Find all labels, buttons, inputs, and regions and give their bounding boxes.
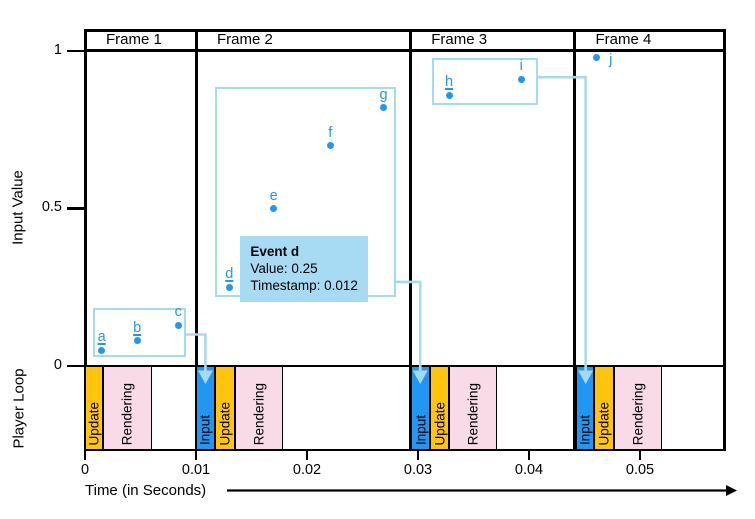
y-tick [67,364,84,368]
x-tick [416,451,420,460]
x-tick-label: 0.04 [514,462,544,478]
phase-bar-update: Update [85,366,103,451]
frame-header-divider [84,49,725,52]
phase-bar-label: Input [577,415,593,446]
phase-bar-label: Input [197,415,213,446]
phase-bar-label: Rendering [119,382,135,446]
y-axis-title: Input Value [9,170,27,245]
event-label-f: f [328,124,333,141]
event-tooltip: Event d Value: 0.25 Timestamp: 0.012 [240,235,368,302]
event-dot-j [593,53,601,61]
event-label-a: a [97,329,106,346]
event-label-d: d [225,266,234,283]
frame-label: Frame 1 [106,31,162,48]
event-label-h: h [445,74,454,91]
phase-bar-update: Update [430,366,450,451]
phase-bar-label: Update [596,401,612,446]
y-tick [67,207,84,210]
band-axis-title: Player Loop [10,368,28,449]
event-label-b: b [133,319,142,336]
event-label-g: g [379,86,388,103]
x-tick-label: 0.02 [292,462,322,478]
event-label-c: c [174,304,182,321]
plot-right-border [722,29,726,452]
plot-top-border [83,29,726,32]
phase-bar-rendering: Rendering [102,366,152,451]
phase-bar-input: Input [411,366,431,451]
tooltip-timestamp-line: Timestamp: 0.012 [250,277,358,293]
x-axis-title: Time (in Seconds) [85,482,207,499]
frame-divider [408,29,412,452]
x-tick [83,451,87,460]
y-tick-label: 0 [53,356,62,373]
event-dot-f [326,142,334,149]
y-tick [67,49,84,53]
event-dot-d [225,283,233,291]
frame-label: Frame 4 [595,31,652,48]
phase-bar-rendering: Rendering [234,366,283,451]
event-label-j: j [609,52,613,69]
frame-label: Frame 2 [217,31,273,48]
event-label-e: e [269,187,278,204]
event-dot-c [174,321,182,329]
phase-bar-label: Rendering [251,382,267,446]
y-tick-label: 1 [53,41,62,58]
event-label-i: i [519,58,523,75]
x-tick-label: 0.05 [625,462,655,478]
phase-bar-update: Update [214,366,235,451]
x-tick [527,451,531,460]
phase-bar-input: Input [575,366,595,451]
phase-bar-rendering: Rendering [614,366,663,451]
x-tick [194,451,198,460]
group-box [432,57,538,106]
phase-bar-label: Input [413,415,429,446]
band-bottom-axis [83,448,726,452]
phase-bar-label: Rendering [630,382,646,446]
tooltip-value-line: Value: 0.25 [250,260,318,276]
phase-bar-label: Update [86,401,102,446]
event-dot-h [445,91,453,99]
phase-bar-label: Update [217,401,233,446]
event-dot-e [270,205,278,212]
x-tick [305,451,309,460]
event-dot-i [517,75,525,83]
phase-bar-rendering: Rendering [449,366,497,451]
event-dot-a [98,346,106,354]
phase-bar-label: Rendering [465,382,481,446]
phase-bar-label: Update [432,401,448,446]
group-box [92,307,186,357]
x-tick-label: 0.03 [403,462,433,478]
frame-divider [194,29,198,452]
x-tick-label: 0.01 [181,462,211,478]
phase-bar-update: Update [594,366,615,451]
phase-bar-input: Input [196,366,215,451]
plot-left-border [83,29,87,452]
x-tick [638,451,642,460]
event-dot-g [380,104,388,112]
tooltip-title: Event d [250,243,300,259]
frame-label: Frame 3 [431,31,488,48]
event-dot-b [133,337,141,345]
x-tick-label: 0 [80,462,90,478]
y-tick-label: 0.5 [41,199,62,215]
